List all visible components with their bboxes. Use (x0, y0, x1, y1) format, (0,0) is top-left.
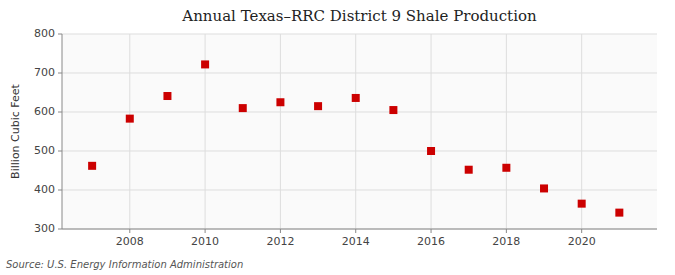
y-grid-line (62, 190, 657, 191)
x-axis-line (62, 229, 657, 230)
x-grid-line (431, 34, 432, 229)
grid (62, 34, 657, 229)
point (352, 94, 360, 102)
x-tick (355, 229, 356, 233)
y-grid-line (62, 34, 657, 35)
x-tick (205, 229, 206, 233)
point (88, 162, 96, 170)
y-tick (58, 190, 62, 191)
x-tick (129, 229, 130, 233)
y-tick-label: 800 (34, 27, 55, 40)
point (578, 200, 586, 208)
y-tick-label: 600 (34, 105, 55, 118)
title: Annual Texas–RRC District 9 Shale Produc… (181, 7, 537, 25)
x-tick-label: 2008 (116, 235, 144, 248)
y-tick (58, 112, 62, 113)
y-tick (58, 151, 62, 152)
point (276, 98, 284, 106)
x-tick-label: 2010 (191, 235, 219, 248)
x-tick-label: 2018 (492, 235, 520, 248)
y-axis-line (62, 34, 63, 229)
x-grid-line (280, 34, 281, 229)
y-tick (58, 73, 62, 74)
y-tick-label: 700 (34, 66, 55, 79)
y-tick (58, 229, 62, 230)
y-grid-line (62, 73, 657, 74)
x-tick-label: 2012 (266, 235, 294, 248)
x-tick (506, 229, 507, 233)
x-grid-line (355, 34, 356, 229)
y-tick-label: 400 (34, 183, 55, 196)
x-tick-label: 2020 (568, 235, 596, 248)
x-grid-line (506, 34, 507, 229)
point (126, 115, 134, 123)
y-tick (58, 34, 62, 35)
point (427, 147, 435, 155)
point (540, 184, 548, 192)
x-tick (431, 229, 432, 233)
x-tick (280, 229, 281, 233)
point (314, 102, 322, 110)
point (615, 209, 623, 217)
x-grid-line (129, 34, 130, 229)
point (239, 104, 247, 112)
point (465, 166, 473, 174)
y-tick-label: 300 (34, 222, 55, 235)
x-tick (581, 229, 582, 233)
point (502, 164, 510, 172)
point (201, 60, 209, 68)
y-axis-label: Billion Cubic Feet (9, 83, 22, 178)
y-grid-line (62, 112, 657, 113)
chart: 300 400 500 600 700 800 2008 2010 2012 2014 2016 20… (0, 0, 675, 275)
points (88, 60, 623, 216)
y-tick-label: 500 (34, 144, 55, 157)
x-tick-label: 2016 (417, 235, 445, 248)
point (163, 92, 171, 100)
chart-container: 300 400 500 600 700 800 2008 2010 2012 2014 2016 20… (0, 0, 675, 275)
y-grid-line (62, 229, 657, 230)
source-note: Source: U.S. Energy Information Administ… (6, 259, 243, 270)
y-grid-line (62, 151, 657, 152)
x-tick-label: 2014 (342, 235, 370, 248)
axes: 300 400 500 600 700 800 2008 2010 2012 2014 2016 20… (34, 27, 657, 248)
point (389, 106, 397, 114)
plot-background (62, 34, 657, 229)
